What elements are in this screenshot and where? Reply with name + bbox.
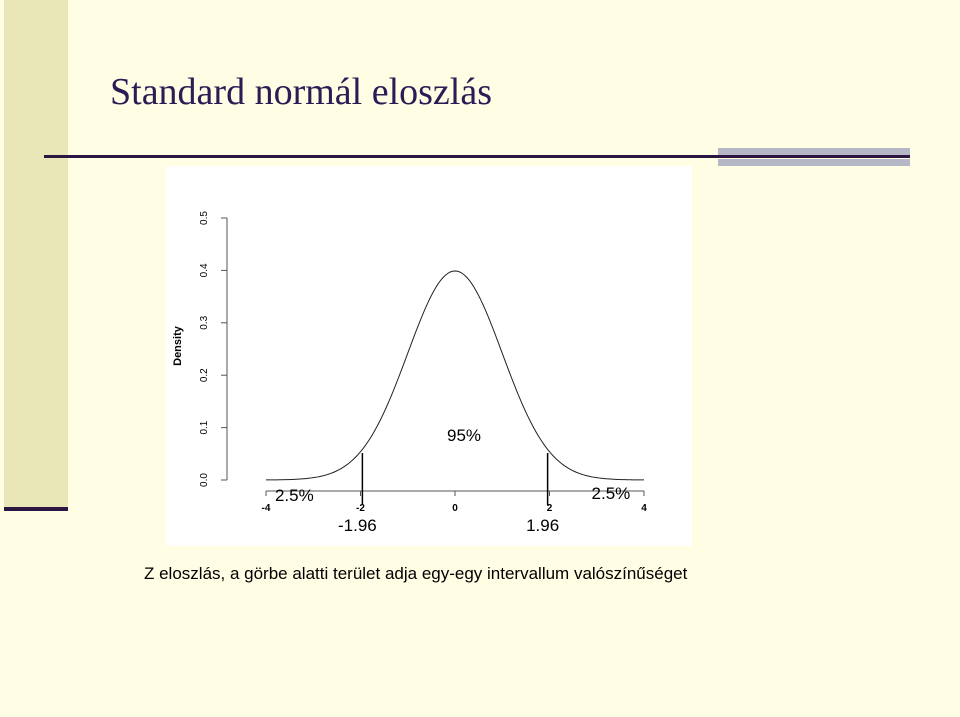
x-axis: -4 -2 0 2 4: [262, 490, 647, 514]
y-axis: 0.0 0.1 0.2 0.3 0.4 0.5: [199, 211, 228, 487]
x-tick-label: -2: [356, 503, 365, 514]
title-rule: [44, 155, 910, 158]
title-rule-accent-lower: [718, 159, 910, 166]
x-tick-label: 4: [641, 503, 647, 514]
y-tick-label: 0.0: [199, 473, 210, 487]
x-tick-label: 2: [547, 503, 553, 514]
left-tail-label: 2.5%: [275, 486, 314, 505]
y-tick-label: 0.1: [199, 420, 210, 434]
y-tick-label: 0.2: [199, 368, 210, 382]
chart-area: [166, 166, 692, 546]
decorative-side-bar-underline: [4, 507, 68, 511]
normal-density-chart: 0.0 0.1 0.2 0.3 0.4 0.5 -4 -2 0 2 4 Density -1.96…: [172, 211, 647, 535]
y-tick-label: 0.3: [199, 315, 210, 329]
critical-value-label: -1.96: [338, 516, 377, 535]
critical-value-label: 1.96: [526, 516, 559, 535]
decorative-side-bar: [4, 0, 68, 510]
title-rule-accent: [718, 148, 910, 155]
density-curve: [265, 270, 645, 481]
x-tick-label: 0: [452, 503, 458, 514]
center-area-label: 95%: [447, 426, 481, 445]
slide-caption: Z eloszlás, a görbe alatti terület adja …: [144, 564, 688, 583]
y-tick-label: 0.5: [199, 211, 210, 225]
x-tick-label: -4: [262, 503, 271, 514]
slide-title: Standard normál eloszlás: [110, 71, 493, 113]
y-tick-label: 0.4: [199, 263, 210, 277]
y-axis-label: Density: [172, 325, 184, 366]
critical-lines: -1.96 1.96: [338, 453, 559, 535]
right-tail-label: 2.5%: [592, 484, 631, 503]
